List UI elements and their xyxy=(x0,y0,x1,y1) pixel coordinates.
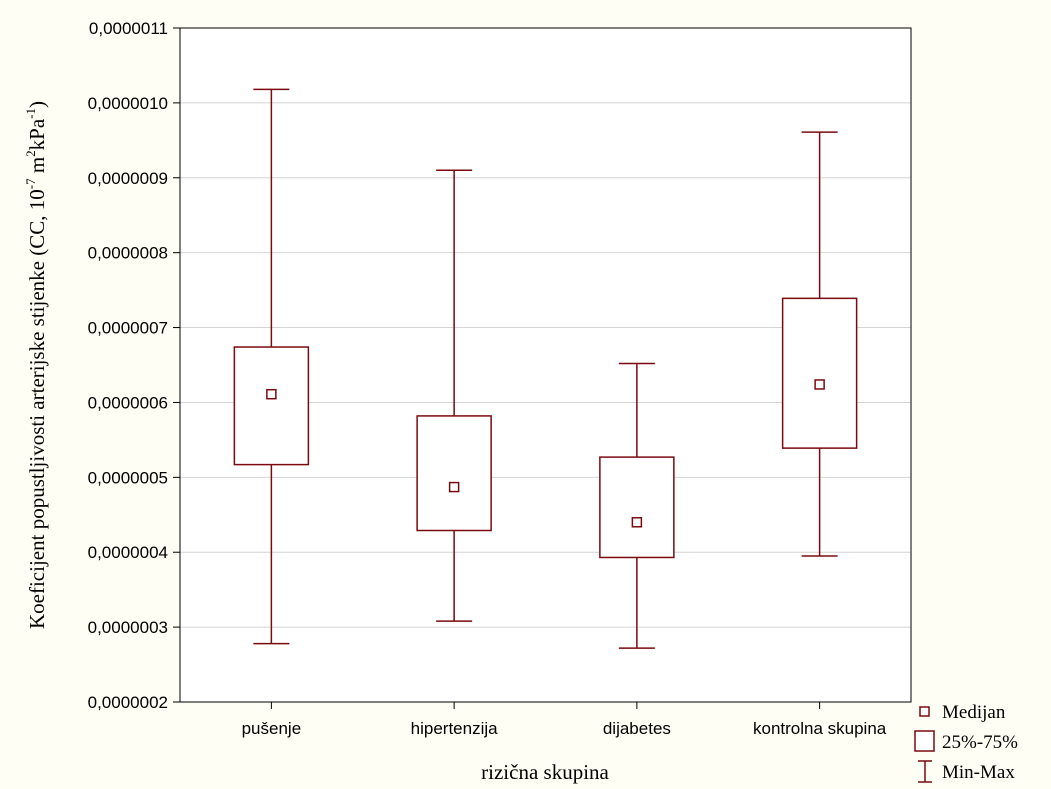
x-tick-label: dijabetes xyxy=(603,719,671,738)
box-group xyxy=(416,169,492,622)
y-tick-label: 0,0000007 xyxy=(88,319,168,338)
x-tick-label: pušenje xyxy=(242,719,302,738)
legend-box-swatch xyxy=(914,730,935,752)
y-tick-label: 0,0000006 xyxy=(88,393,168,412)
legend-whisker-label: Min-Max xyxy=(942,762,1015,783)
iqr-box xyxy=(233,346,310,466)
iqr-box xyxy=(416,415,492,532)
y-tick-label: 0,0000011 xyxy=(89,19,168,38)
legend: Medijan 25%-75% Min-Max xyxy=(914,702,1018,783)
y-tick-label: 0,0000010 xyxy=(88,94,168,113)
plot-frame xyxy=(179,27,912,703)
y-tick-label: 0,0000003 xyxy=(88,618,168,637)
legend-box-label: 25%-75% xyxy=(942,732,1018,753)
box-series xyxy=(233,88,858,649)
legend-whisker-swatch xyxy=(918,760,932,783)
median-marker xyxy=(631,517,643,528)
iqr-box xyxy=(781,297,858,449)
box-group xyxy=(599,362,675,649)
iqr-box xyxy=(599,456,675,559)
y-tick-label: 0,0000008 xyxy=(88,244,168,263)
legend-median-label: Medijan xyxy=(942,702,1006,723)
box-group xyxy=(233,88,310,645)
median-marker xyxy=(448,481,460,493)
y-tick-label: 0,0000004 xyxy=(88,543,168,562)
x-tick-label: kontrolna skupina xyxy=(753,719,887,738)
y-tick-label: 0,0000002 xyxy=(88,693,168,712)
x-axis-title: rizična skupina xyxy=(481,760,609,784)
y-axis-title: Koeficijent popustljivosti arterijske st… xyxy=(23,101,49,629)
legend-median-swatch xyxy=(919,706,930,717)
median-marker xyxy=(814,379,825,390)
y-axis: 0,0000002 0,0000003 0,0000004 0,0000005 0,00… xyxy=(88,19,180,712)
box-group xyxy=(781,131,858,557)
x-tick-label: hipertenzija xyxy=(411,719,498,738)
y-tick-label: 0,0000005 xyxy=(88,468,168,487)
y-tick-label: 0,0000009 xyxy=(88,169,168,188)
x-axis: pušenje hipertenzija dijabetes kontrolna sk… xyxy=(242,702,887,738)
median-marker xyxy=(266,388,277,400)
